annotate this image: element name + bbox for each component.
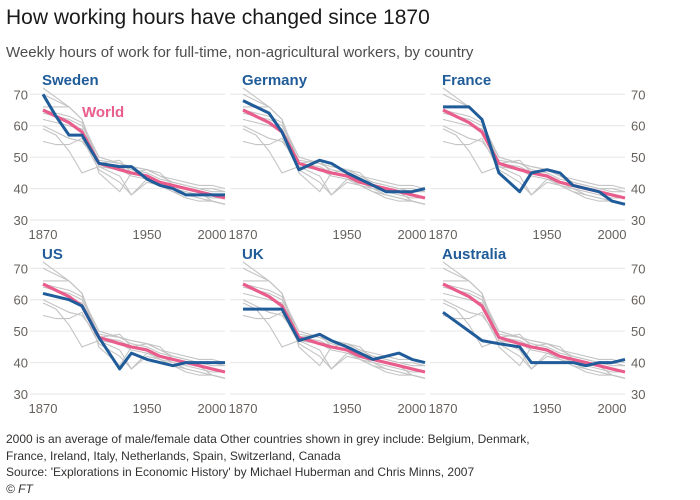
ft-credit: © FT	[6, 482, 33, 496]
small-multiples-chart: 30 40 50 60 70 1870 1950 2000 Sweden World 1870 195…	[14, 72, 646, 416]
series-line-spain	[442, 118, 626, 193]
y-tick-label: 50	[631, 150, 645, 165]
series-line-france	[43, 106, 226, 205]
country-label: UK	[242, 246, 264, 263]
series-line-switzerland	[442, 109, 626, 190]
world-label: World	[82, 104, 124, 121]
x-tick-label: 2000	[398, 227, 427, 242]
panel-germany: 1870 1950 2000 Germany	[229, 72, 427, 242]
series-line-canada	[42, 302, 225, 373]
chart-notes: 2000 is an average of male/female data O…	[6, 432, 530, 463]
y-tick-label: 70	[631, 87, 645, 102]
y-tick-label: 50	[14, 324, 28, 339]
series-line-belgium	[242, 261, 426, 379]
y-tick-label: 40	[14, 182, 28, 197]
panel-uk: 1870 1950 2000 UK	[229, 246, 427, 416]
y-tick-label: 30	[631, 387, 645, 402]
country-label: France	[442, 72, 491, 89]
series-line-belgium	[442, 87, 626, 205]
series-line-france	[243, 280, 426, 379]
x-tick-label: 1950	[533, 401, 562, 416]
x-tick-label: 1950	[333, 401, 362, 416]
series-line-sweden	[41, 93, 225, 197]
y-tick-label: 70	[14, 87, 28, 102]
series-line-world	[442, 282, 626, 374]
series-line-france	[243, 106, 426, 205]
series-line-france	[443, 105, 626, 206]
y-tick-label: 60	[631, 293, 645, 308]
series-line-australia	[442, 311, 626, 368]
y-tick-label: 60	[14, 119, 28, 134]
x-tick-label: 1950	[133, 227, 162, 242]
x-tick-label: 2000	[198, 227, 227, 242]
y-tick-label: 30	[14, 213, 28, 228]
series-line-canada	[42, 128, 225, 199]
y-tick-label: 40	[14, 356, 28, 371]
panel-us: 30 40 50 60 70 1870 1950 2000 US	[14, 246, 227, 416]
country-label: Germany	[242, 72, 308, 89]
series-line-belgium	[42, 87, 226, 205]
country-label: US	[42, 246, 63, 263]
y-tick-label: 40	[631, 356, 645, 371]
series-line-world	[242, 282, 426, 374]
series-line-france	[443, 106, 626, 205]
series-line-canada	[242, 128, 425, 199]
series-line-belgium	[442, 261, 626, 379]
y-tick-label: 60	[14, 293, 28, 308]
series-line-uk	[243, 307, 426, 365]
x-tick-label: 1870	[229, 227, 258, 242]
chart-source: Source: 'Explorations in Economic Histor…	[6, 465, 475, 479]
panel-france: 30 40 50 60 70 1870 1950 2000 France	[429, 72, 646, 242]
series-line-germany	[242, 99, 426, 194]
y-tick-label: 70	[14, 261, 28, 276]
y-tick-label: 60	[631, 119, 645, 134]
chart-title: How working hours have changed since 187…	[6, 6, 430, 29]
x-tick-label: 1870	[29, 401, 58, 416]
series-line-switzerland	[42, 283, 226, 364]
panel-sweden: 30 40 50 60 70 1870 1950 2000 Sweden World	[14, 72, 227, 242]
series-line-canada	[242, 302, 425, 373]
y-tick-label: 50	[14, 150, 28, 165]
country-label: Australia	[442, 246, 507, 263]
x-tick-label: 1870	[429, 401, 458, 416]
country-label: Sweden	[42, 72, 99, 89]
series-line-switzerland	[442, 283, 626, 364]
series-line-switzerland	[42, 109, 226, 190]
series-line-canada	[442, 302, 625, 373]
y-tick-label: 70	[631, 261, 645, 276]
y-tick-label: 30	[14, 387, 28, 402]
series-line-belgium	[242, 87, 426, 205]
x-tick-label: 1950	[533, 227, 562, 242]
series-line-canada	[442, 128, 625, 199]
y-tick-label: 40	[631, 182, 645, 197]
series-line-spain	[442, 292, 626, 367]
series-line-spain	[42, 118, 226, 193]
series-line-world	[42, 282, 226, 374]
chart-subtitle: Weekly hours of work for full-time, non-…	[6, 44, 474, 61]
x-tick-label: 1950	[333, 227, 362, 242]
x-tick-label: 1950	[133, 401, 162, 416]
series-line-us	[42, 291, 225, 371]
series-line-spain	[242, 118, 426, 193]
x-tick-label: 1870	[429, 227, 458, 242]
x-tick-label: 2000	[598, 401, 627, 416]
x-tick-label: 2000	[198, 401, 227, 416]
x-tick-label: 2000	[398, 401, 427, 416]
x-tick-label: 1870	[229, 401, 258, 416]
y-tick-label: 30	[631, 213, 645, 228]
x-tick-label: 1870	[29, 227, 58, 242]
y-tick-label: 50	[631, 324, 645, 339]
x-tick-label: 2000	[598, 227, 627, 242]
series-line-belgium	[42, 261, 226, 379]
panel-australia: 30 40 50 60 70 1870 1950 2000 Australia	[429, 246, 646, 416]
